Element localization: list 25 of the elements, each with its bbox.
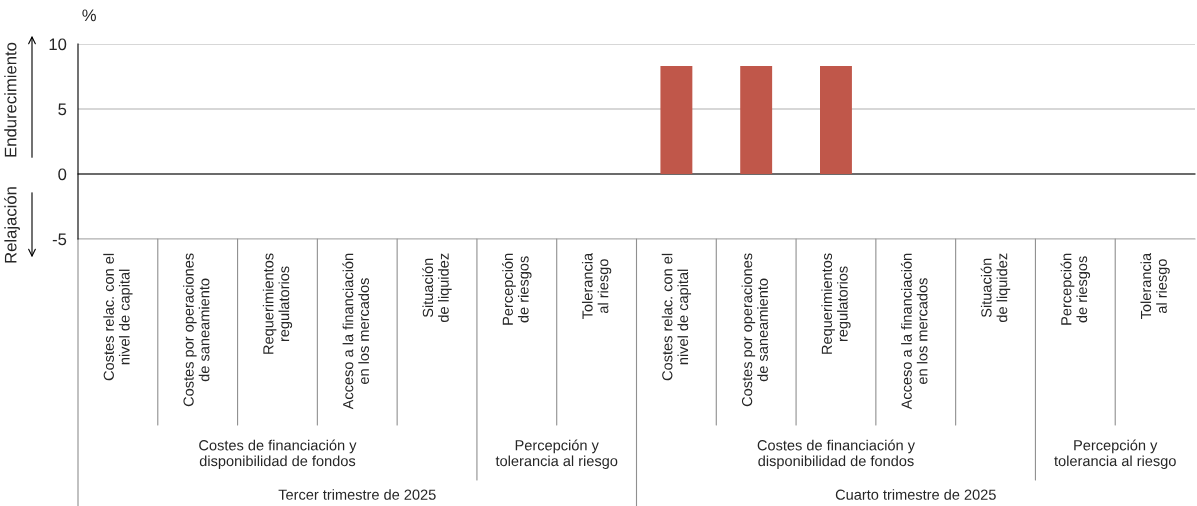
x-tick-label: Acceso a la financiación en los mercados xyxy=(900,253,928,410)
text: Endurecimiento xyxy=(4,42,17,157)
x-tick-label: Situación de liquidez xyxy=(422,253,452,322)
text: Percepción y tolerancia al riesgo xyxy=(1054,439,1176,470)
text: Costes de financiación y disponibilidad de fondos xyxy=(199,439,357,470)
y-tick-label: -5 xyxy=(52,233,67,246)
y-tick-label: 0 xyxy=(58,168,67,181)
text: Percepción y tolerancia al riesgo xyxy=(495,439,618,470)
x-tick-label: Acceso a la financiación en los mercados xyxy=(342,253,370,410)
x-tick-label: Percepción de riesgos xyxy=(1060,253,1091,325)
x-tick-label: Tolerancia al riesgo xyxy=(1140,252,1170,320)
x-tick-label: Percepción de riesgos xyxy=(502,253,532,325)
x-tick-label: Costes relac. con el nivel de capital xyxy=(103,253,133,381)
x-tick-label: Costes relac. con el nivel de capital xyxy=(661,253,692,381)
text: Relajación xyxy=(4,187,20,263)
text: Tercer trimestre de 2025 xyxy=(278,489,436,500)
y-axis-title: % xyxy=(82,9,96,22)
y-tick-label: 10 xyxy=(49,38,67,51)
x-tick-label: Tolerancia al riesgo xyxy=(581,252,612,320)
x-tick-label: Costes por operaciones de saneamiento xyxy=(183,253,210,407)
x-tick-label: Situación de liquidez xyxy=(980,253,1011,322)
y-tick-label: 5 xyxy=(58,103,67,116)
text: Costes de financiación y disponibilidad de fondos xyxy=(757,439,915,470)
x-tick-label: Costes por operaciones de saneamiento xyxy=(741,253,768,407)
text: Cuarto trimestre de 2025 xyxy=(835,489,996,500)
